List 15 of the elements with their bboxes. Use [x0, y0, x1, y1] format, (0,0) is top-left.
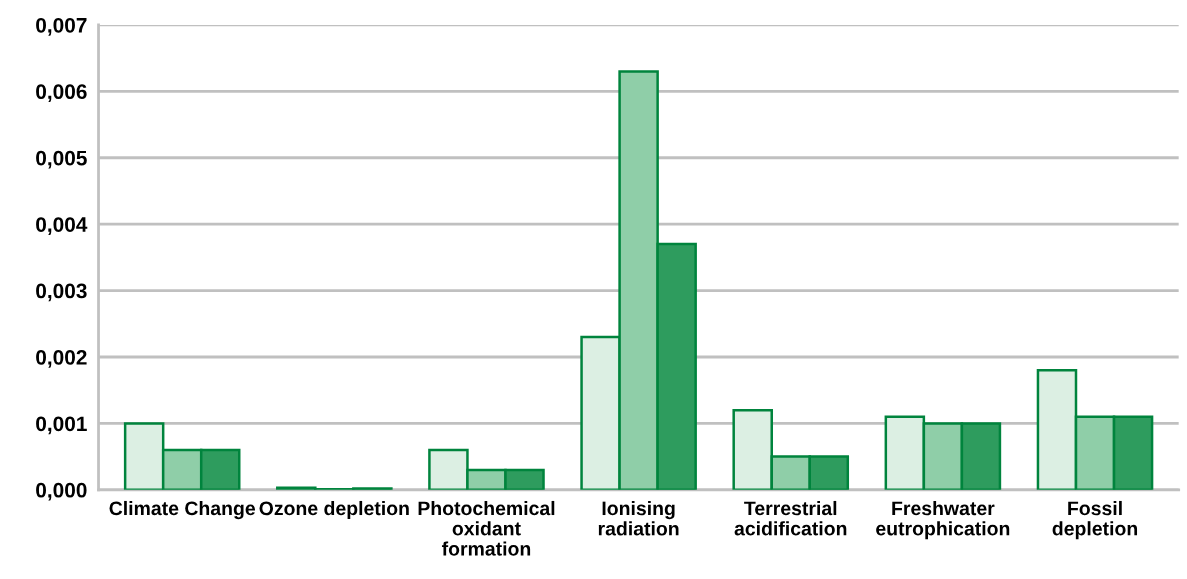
- x-tick-label: Climate Change: [109, 500, 256, 520]
- x-tick-label: Photochemical oxidant formation: [418, 500, 555, 556]
- y-tick-label: 0,004: [36, 217, 88, 235]
- y-tick-label: 0,006: [36, 84, 87, 103]
- y-tick-label: 0,001: [36, 416, 87, 435]
- y-tick-label: 0,002: [36, 350, 87, 368]
- x-tick-label: Fossil depletion: [1052, 500, 1138, 540]
- y-tick-label: 0,007: [36, 17, 87, 36]
- y-tick-label: 0,003: [36, 283, 87, 302]
- y-tick-label: 0,000: [36, 482, 87, 501]
- x-tick-label: Freshwater eutrophication: [876, 500, 1010, 540]
- x-tick-label: Ozone depletion: [259, 500, 409, 520]
- x-tick-label: Ionising radiation: [598, 500, 679, 536]
- y-tick-label: 0,005: [36, 150, 87, 169]
- x-tick-label: Terrestrial acidification: [734, 500, 847, 536]
